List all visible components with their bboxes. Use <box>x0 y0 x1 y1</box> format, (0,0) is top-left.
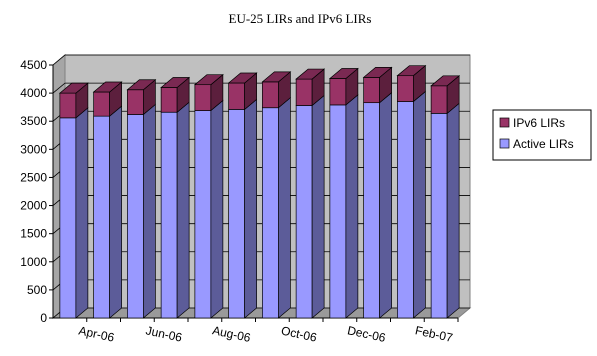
bar-front <box>93 91 110 117</box>
chart-title: EU-25 LIRs and IPv6 LIRs <box>229 11 372 26</box>
bar-segment <box>430 75 461 115</box>
bar-front <box>430 85 448 114</box>
x-tick-label: Aug-06 <box>211 323 252 345</box>
legend-swatch <box>499 117 510 128</box>
bar-segment <box>396 64 427 103</box>
bar-front <box>262 81 279 109</box>
bar-segment <box>295 94 325 319</box>
bar-top <box>193 74 224 86</box>
plot-area: 0 500 1000 1500 2000 2500 3000 3500 4000 4500 Apr-… <box>20 53 472 345</box>
bar-top <box>362 67 393 78</box>
bar-front <box>295 105 313 319</box>
bar-front <box>59 92 77 119</box>
bar-front <box>228 109 245 319</box>
y-tick-label: 0 <box>40 311 47 325</box>
bar-side <box>109 105 122 319</box>
bar-front <box>295 78 313 106</box>
legend-label: IPv6 LIRs <box>513 116 565 130</box>
bar-front <box>160 111 178 319</box>
y-tick-label: 500 <box>27 283 47 297</box>
legend-label: Active LIRs <box>513 137 574 151</box>
bar-side <box>345 94 359 319</box>
bar-front <box>397 101 414 319</box>
x-tick-label: Dec-06 <box>346 323 387 345</box>
bar-front <box>228 82 245 110</box>
bar-segment <box>430 102 460 319</box>
bar-top <box>227 72 258 84</box>
bar-segment <box>397 90 426 319</box>
bar-segment <box>328 67 359 106</box>
y-tick-label: 4500 <box>20 58 47 72</box>
bar-front <box>127 89 144 115</box>
bar-front <box>160 87 178 113</box>
bar-front <box>127 114 144 319</box>
bar-segment <box>228 98 257 319</box>
y-tick-label: 3000 <box>20 142 47 156</box>
bar-front <box>262 107 279 319</box>
bar-top <box>160 77 191 88</box>
bar-segment <box>160 76 191 113</box>
bar-top <box>328 68 359 79</box>
bar-front <box>59 117 77 319</box>
y-tick-label: 1500 <box>20 227 47 241</box>
x-tick-label: Jun-06 <box>145 323 184 344</box>
bar-front <box>93 115 110 319</box>
bar-segment <box>363 91 392 319</box>
bar-segment <box>126 78 157 116</box>
bar-front <box>363 77 380 104</box>
bar-segment <box>193 73 224 112</box>
bar-side <box>75 107 89 319</box>
bar-side <box>379 91 392 319</box>
bar-top <box>58 82 89 94</box>
bar-segment <box>92 81 123 117</box>
y-tick-label: 4000 <box>20 86 47 100</box>
x-tick-label: Apr-06 <box>77 323 115 344</box>
bar-side <box>176 101 190 319</box>
y-tick-label: 2500 <box>20 170 47 184</box>
bar-front <box>363 102 380 319</box>
bar-side <box>210 99 224 319</box>
y-tick-label: 2000 <box>20 199 47 213</box>
bar-front <box>430 113 448 319</box>
bar-side <box>413 90 426 319</box>
bar-front <box>397 75 414 102</box>
bar-segment <box>227 72 258 111</box>
bar-segment <box>362 66 393 104</box>
bar-segment <box>295 68 326 107</box>
legend: IPv6 LIRs Active LIRs <box>492 109 592 161</box>
bar-top <box>396 65 427 77</box>
bar-top <box>92 81 123 93</box>
bar-segment <box>262 96 291 319</box>
gridline <box>52 54 470 66</box>
bar-top <box>295 68 326 80</box>
bar-segment <box>160 101 190 319</box>
bar-front <box>329 78 347 106</box>
x-tick-label: Oct-06 <box>280 323 318 344</box>
bar-front <box>194 84 212 111</box>
bar-side <box>244 98 257 319</box>
y-tick-label: 1000 <box>20 255 47 269</box>
bar-side <box>311 94 325 319</box>
bar-side <box>278 96 291 319</box>
legend-swatch <box>499 138 510 149</box>
y-tick-label: 3500 <box>20 114 47 128</box>
bar-segment <box>58 82 89 119</box>
bar-front <box>329 104 347 319</box>
bar-side <box>143 103 156 319</box>
bar-top <box>126 79 157 91</box>
bar-top <box>261 71 292 83</box>
bar-segment <box>261 71 292 109</box>
bar-side <box>446 102 460 319</box>
bar-segment <box>194 99 224 319</box>
bar-segment <box>127 103 156 319</box>
bar-front <box>194 110 212 319</box>
bar-segment <box>329 94 359 319</box>
bar-top <box>430 75 461 87</box>
bar-segment <box>93 105 122 319</box>
x-tick-label: Feb-07 <box>414 323 454 345</box>
bar-segment <box>59 107 89 319</box>
